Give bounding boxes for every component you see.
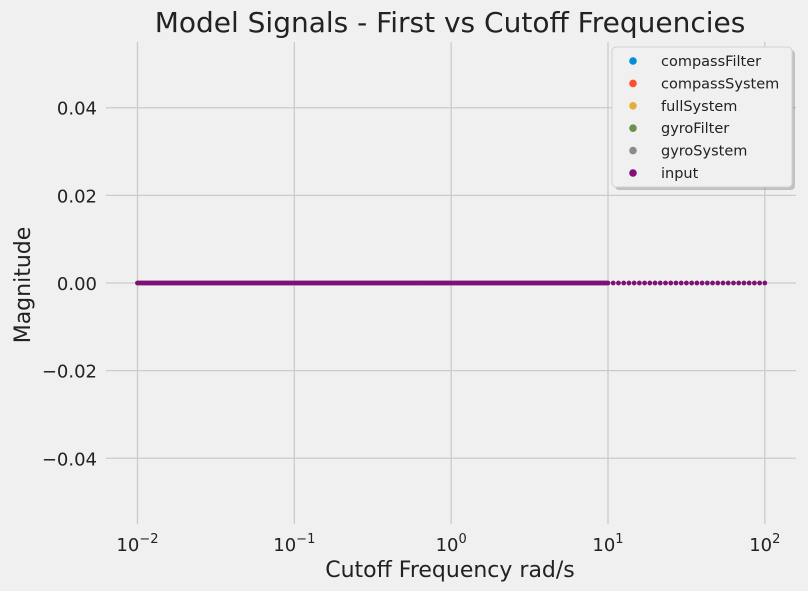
legend-marker — [629, 57, 637, 65]
y-axis-label: Magnitude — [11, 227, 36, 344]
data-point — [647, 280, 653, 286]
data-point — [663, 280, 668, 286]
y-tick-label: 0.02 — [57, 186, 97, 207]
y-tick-label: 0.04 — [57, 99, 97, 120]
data-point — [668, 280, 674, 286]
chart-title: Model Signals - First vs Cutoff Frequenc… — [155, 6, 746, 39]
y-tick-label: 0.00 — [57, 274, 97, 295]
data-point — [762, 280, 768, 286]
data-point — [605, 280, 611, 286]
data-point — [657, 280, 663, 286]
data-point — [736, 280, 742, 286]
data-point — [757, 280, 762, 286]
x-axis-label: Cutoff Frequency rad/s — [325, 558, 575, 583]
x-tick-label: 100 — [436, 532, 467, 556]
data-point — [694, 280, 700, 286]
data-point — [621, 280, 626, 286]
x-tick-exponent: 0 — [458, 532, 466, 547]
data-point — [689, 280, 694, 286]
legend-label: compassSystem — [661, 76, 779, 92]
series-input — [135, 280, 768, 286]
x-tick-label: 10−1 — [273, 532, 315, 556]
x-tick-base: 10 — [749, 535, 772, 556]
data-point — [642, 280, 647, 286]
x-tick-exponent: −1 — [296, 532, 315, 547]
legend-label: compassFilter — [661, 54, 761, 70]
legend: compassFilter compassSystem fullSystem gyro… — [611, 46, 795, 190]
x-tick-exponent: 2 — [772, 532, 780, 547]
data-point — [652, 280, 658, 286]
data-point — [684, 280, 689, 286]
x-tick-label: 101 — [592, 532, 623, 556]
x-tick-base: 10 — [592, 535, 615, 556]
data-point — [731, 280, 736, 286]
y-tick-label: −0.02 — [42, 362, 97, 383]
data-point — [746, 280, 752, 286]
x-tick-label: 102 — [749, 532, 780, 556]
data-point — [725, 280, 731, 286]
legend-label: gyroSystem — [661, 144, 747, 160]
data-point — [673, 280, 679, 286]
legend-label: fullSystem — [661, 99, 737, 115]
legend-marker — [629, 124, 637, 132]
legend-label: input — [661, 166, 699, 182]
data-point — [699, 280, 705, 286]
data-point — [752, 280, 757, 286]
data-point — [741, 280, 747, 286]
data-point — [610, 280, 616, 286]
legend-marker — [629, 146, 637, 155]
data-point — [720, 280, 726, 286]
data-points — [135, 280, 768, 286]
x-tick-exponent: −2 — [139, 532, 158, 547]
data-point — [715, 280, 721, 286]
legend-marker — [629, 79, 637, 88]
y-tick-label: −0.04 — [42, 449, 97, 470]
data-point — [637, 280, 642, 286]
data-point — [710, 280, 715, 286]
legend-label: gyroFilter — [661, 121, 729, 137]
legend-marker — [629, 169, 637, 177]
data-point — [678, 280, 684, 286]
data-point — [626, 280, 632, 286]
data-point — [616, 280, 621, 286]
x-tick-label: 10−2 — [116, 532, 158, 556]
x-tick-base: 10 — [116, 535, 139, 556]
legend-marker — [629, 102, 637, 110]
x-tick-base: 10 — [273, 535, 296, 556]
data-point — [705, 280, 710, 286]
data-point — [631, 280, 637, 286]
x-tick-exponent: 1 — [615, 532, 623, 547]
x-tick-base: 10 — [436, 535, 459, 556]
